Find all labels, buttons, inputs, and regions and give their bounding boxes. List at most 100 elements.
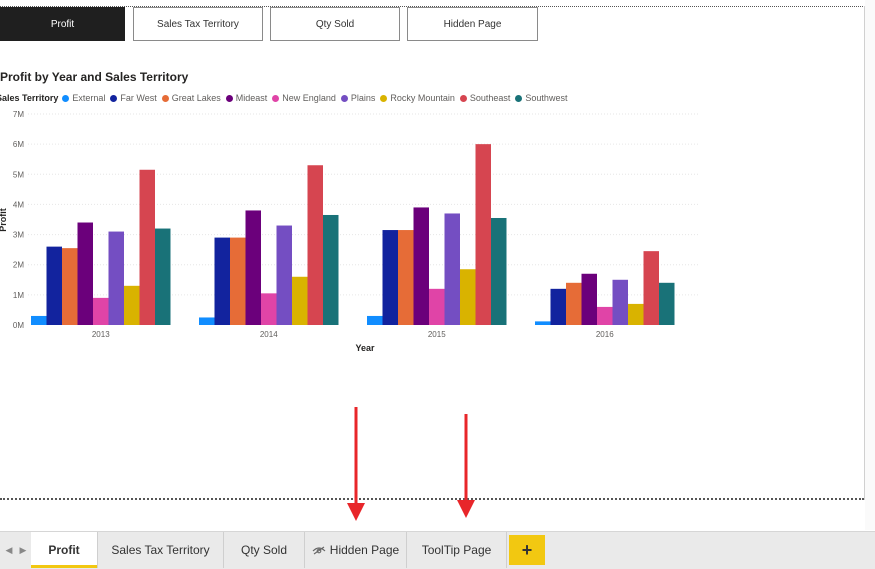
legend-dot-icon: [272, 94, 280, 102]
bar-far-west[interactable]: [550, 288, 567, 325]
legend-dot-icon: [515, 94, 523, 102]
bar-far-west[interactable]: [382, 230, 399, 325]
y-tick-label: 5M: [13, 170, 24, 179]
bar-external[interactable]: [31, 315, 47, 325]
bar-new-england[interactable]: [597, 306, 613, 325]
legend-label: Great Lakes: [171, 93, 221, 103]
y-tick-label: 2M: [13, 261, 24, 270]
bar-plains[interactable]: [612, 279, 629, 325]
bar-southeast[interactable]: [139, 169, 156, 325]
page-tab-bar: ◀ ▶ Profit Sales Tax Territory Qty Sold …: [0, 531, 875, 569]
tab-hidden-page[interactable]: Hidden Page: [305, 532, 407, 568]
bar-southwest[interactable]: [491, 217, 507, 325]
legend-label: New England: [282, 93, 336, 103]
tab-scroll-left-icon[interactable]: ◀: [5, 544, 13, 555]
bar-southwest[interactable]: [323, 214, 339, 325]
nav-button-qty-sold[interactable]: Qty Sold: [270, 7, 400, 41]
bar-new-england[interactable]: [261, 293, 277, 325]
tab-profit[interactable]: Profit: [31, 532, 98, 568]
tab-qty-sold[interactable]: Qty Sold: [224, 532, 305, 568]
bar-external[interactable]: [535, 321, 551, 325]
bar-southwest[interactable]: [659, 282, 675, 325]
legend-label: Mideast: [235, 93, 268, 103]
bar-great-lakes[interactable]: [62, 248, 78, 325]
tab-tooltip-page[interactable]: ToolTip Page: [407, 532, 507, 568]
bar-plains[interactable]: [276, 225, 293, 325]
canvas-bottom-border: [0, 498, 864, 500]
legend-item[interactable]: Southeast: [459, 93, 511, 103]
bar-mideast[interactable]: [245, 210, 262, 325]
y-tick-label: 7M: [13, 110, 24, 119]
bar-plains[interactable]: [108, 231, 125, 325]
bar-plains[interactable]: [444, 213, 461, 325]
legend-item[interactable]: Plains: [340, 93, 376, 103]
bar-southeast[interactable]: [307, 165, 324, 325]
tab-sales-tax-territory[interactable]: Sales Tax Territory: [98, 532, 224, 568]
legend-label: Plains: [350, 93, 376, 103]
legend-dot-icon: [161, 94, 169, 102]
legend-item[interactable]: Far West: [110, 93, 157, 103]
legend-item[interactable]: New England: [272, 93, 336, 103]
nav-button-profit[interactable]: Profit: [0, 7, 125, 41]
y-tick-label: 0M: [13, 321, 24, 330]
tab-label: Qty Sold: [240, 543, 288, 557]
canvas-top-border: [0, 6, 875, 7]
legend-item[interactable]: Great Lakes: [161, 93, 221, 103]
bar-great-lakes[interactable]: [230, 237, 246, 325]
bar-great-lakes[interactable]: [566, 282, 582, 325]
tab-scroll-right-icon[interactable]: ▶: [19, 544, 27, 555]
nav-button-hidden-page[interactable]: Hidden Page: [407, 7, 538, 41]
tab-label: Hidden Page: [329, 543, 400, 557]
legend-item[interactable]: Southwest: [515, 93, 567, 103]
tab-label: Profit: [48, 543, 80, 557]
legend-item[interactable]: External: [62, 93, 105, 103]
bar-external[interactable]: [367, 315, 383, 325]
legend-label: External: [72, 93, 106, 103]
legend-dot-icon: [110, 94, 118, 102]
tab-label: ToolTip Page: [421, 543, 492, 557]
bar-southeast[interactable]: [475, 144, 492, 325]
x-tick-label: 2014: [260, 330, 278, 339]
x-tick-label: 2013: [92, 330, 110, 339]
legend-label: Far West: [120, 93, 157, 103]
bar-far-west[interactable]: [214, 237, 231, 325]
y-axis-title: Profit: [0, 208, 8, 232]
y-tick-label: 4M: [13, 200, 24, 209]
chart-title: Profit by Year and Sales Territory: [0, 70, 189, 84]
legend-label: Southeast: [469, 93, 511, 103]
bar-rocky-mountain[interactable]: [124, 285, 140, 325]
bar-rocky-mountain[interactable]: [628, 303, 644, 325]
chart-legend: Sales Territory External Far West Great La…: [0, 93, 572, 103]
bar-far-west[interactable]: [46, 246, 63, 325]
legend-dot-icon: [225, 94, 233, 102]
x-tick-label: 2015: [428, 330, 446, 339]
legend-dot-icon: [62, 94, 70, 102]
bar-mideast[interactable]: [413, 207, 430, 325]
legend-title: Sales Territory: [0, 93, 59, 103]
legend-items: External Far West Great Lakes Mideast New En…: [62, 93, 572, 103]
legend-label: Southwest: [525, 93, 568, 103]
bar-mideast[interactable]: [77, 222, 94, 325]
legend-dot-icon: [459, 94, 467, 102]
add-page-button[interactable]: +: [509, 535, 545, 565]
bar-southeast[interactable]: [643, 251, 660, 325]
legend-label: Rocky Mountain: [390, 93, 455, 103]
bar-external[interactable]: [199, 317, 215, 325]
canvas-right-gutter: [865, 0, 875, 530]
red-arrow-icon: [457, 414, 475, 518]
bar-new-england[interactable]: [93, 297, 109, 325]
bar-rocky-mountain[interactable]: [460, 269, 476, 325]
legend-item[interactable]: Mideast: [225, 93, 268, 103]
y-tick-label: 6M: [13, 140, 24, 149]
bar-great-lakes[interactable]: [398, 230, 414, 325]
bar-new-england[interactable]: [429, 288, 445, 325]
nav-button-sales-tax-territory[interactable]: Sales Tax Territory: [133, 7, 263, 41]
bar-mideast[interactable]: [581, 273, 598, 325]
clustered-column-chart[interactable]: 0M 1M 2M 3M 4M 5M 6M 7M 2013 2014 2015 2016 Year Prof…: [0, 100, 720, 360]
bar-rocky-mountain[interactable]: [292, 276, 308, 325]
legend-item[interactable]: Rocky Mountain: [380, 93, 455, 103]
x-tick-label: 2016: [596, 330, 614, 339]
tab-label: Sales Tax Territory: [111, 543, 210, 557]
y-tick-label: 1M: [13, 291, 24, 300]
bar-southwest[interactable]: [155, 228, 171, 325]
